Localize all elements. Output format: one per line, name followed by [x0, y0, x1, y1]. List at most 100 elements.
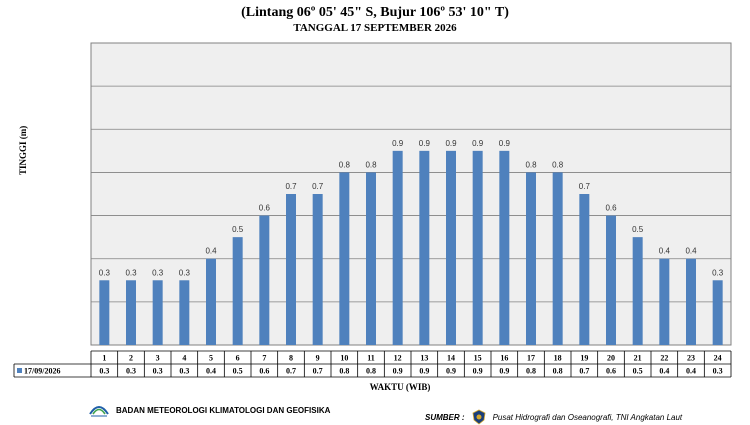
tick-label: 1	[102, 354, 106, 363]
legend-swatch	[17, 368, 22, 373]
table-value: 0.3	[153, 367, 163, 376]
bar	[392, 150, 403, 345]
data-label: 0.4	[659, 247, 671, 256]
bar	[526, 172, 536, 345]
data-label: 0.8	[552, 160, 564, 169]
chart-date: TANGGAL 17 SEPTEMBER 2026	[293, 22, 457, 34]
bar	[366, 172, 376, 345]
tick-label: 6	[236, 354, 240, 363]
y-axis-label: TINGGI (m)	[18, 125, 28, 175]
bar	[232, 237, 243, 345]
table-value: 0.6	[259, 367, 269, 376]
bar	[126, 280, 136, 345]
table-value: 0.9	[446, 367, 456, 376]
data-label: 0.5	[632, 225, 644, 234]
tick-label: 23	[687, 354, 695, 363]
table-value: 0.8	[366, 367, 376, 376]
plot-area	[90, 42, 732, 346]
tick-label: 5	[209, 354, 213, 363]
data-label: 0.4	[685, 247, 697, 256]
table-value: 0.7	[579, 367, 589, 376]
tick-label: 16	[500, 354, 508, 363]
legend-entry: 17/09/2026	[24, 367, 60, 376]
bar	[606, 215, 616, 345]
tick-label: 12	[394, 354, 402, 363]
table-value: 0.4	[659, 367, 669, 376]
bar	[472, 150, 483, 345]
table-value: 0.9	[499, 367, 509, 376]
data-label: 0.9	[472, 139, 484, 148]
chart-subtitle: (Lintang 06º 05' 45" S, Bujur 106º 53' 1…	[241, 5, 509, 20]
data-label: 0.5	[232, 225, 244, 234]
table-value: 0.3	[126, 367, 136, 376]
table-value: 0.8	[526, 367, 536, 376]
tick-label: 15	[474, 354, 482, 363]
tick-label: 9	[316, 354, 320, 363]
x-axis-label: WAKTU (WIB)	[369, 382, 431, 392]
tick-label: 4	[182, 354, 186, 363]
tick-label: 2	[129, 354, 133, 363]
data-label: 0.3	[712, 268, 724, 277]
tick-label: 3	[156, 354, 160, 363]
data-label: 0.6	[259, 204, 271, 213]
table-value: 0.8	[339, 367, 349, 376]
tick-label: 11	[367, 354, 375, 363]
table-value: 0.7	[313, 367, 323, 376]
table-value: 0.4	[206, 367, 216, 376]
data-label: 0.9	[445, 139, 457, 148]
table-value: 0.9	[419, 367, 429, 376]
data-label: 0.6	[605, 204, 617, 213]
tick-label: 7	[262, 354, 266, 363]
bar	[99, 280, 110, 345]
data-label: 0.8	[365, 160, 377, 169]
tick-label: 20	[607, 354, 615, 363]
table-value: 0.6	[606, 367, 616, 376]
tick-label: 21	[634, 354, 642, 363]
tick-label: 14	[447, 354, 455, 363]
table-value: 0.4	[686, 367, 696, 376]
data-label: 0.3	[179, 268, 191, 277]
tick-label: 13	[420, 354, 428, 363]
source-label: SUMBER :	[425, 412, 465, 422]
bar	[152, 280, 163, 345]
bar	[686, 258, 696, 345]
data-label: 0.3	[152, 268, 164, 277]
data-label: 0.8	[339, 160, 351, 169]
data-label: 0.7	[285, 182, 297, 191]
table-value: 0.7	[286, 367, 296, 376]
data-label: 0.3	[99, 268, 111, 277]
data-label: 0.8	[525, 160, 537, 169]
bar	[499, 150, 510, 345]
table-value: 0.5	[633, 367, 643, 376]
data-label: 0.4	[205, 247, 217, 256]
bar	[419, 150, 430, 345]
source-name: Pusat Hidrografi dan Oseanografi, TNI An…	[492, 412, 683, 422]
table-value: 0.9	[393, 367, 403, 376]
bar	[552, 172, 563, 345]
bmkg-logo-icon	[89, 406, 109, 417]
agency-footer: BADAN METEOROLOGI KLIMATOLOGI DAN GEOFIS…	[88, 400, 330, 420]
table-value: 0.9	[473, 367, 483, 376]
bar	[446, 150, 456, 345]
bar	[206, 258, 216, 345]
bar	[712, 280, 723, 345]
bar	[579, 194, 590, 345]
tick-label: 19	[580, 354, 588, 363]
data-label: 0.9	[499, 139, 511, 148]
table-value: 0.3	[179, 367, 189, 376]
data-label: 0.3	[125, 268, 137, 277]
tick-label: 24	[714, 354, 722, 363]
bar	[339, 172, 350, 345]
bar	[286, 194, 296, 345]
bar	[179, 280, 190, 345]
agency-name: BADAN METEOROLOGI KLIMATOLOGI DAN GEOFIS…	[116, 405, 331, 415]
table-value: 0.8	[553, 367, 563, 376]
tick-label: 22	[660, 354, 668, 363]
data-label: 0.7	[312, 182, 324, 191]
table-value: 0.5	[233, 367, 243, 376]
data-label: 0.9	[392, 139, 404, 148]
bar	[259, 215, 270, 345]
tick-label: 17	[527, 354, 535, 363]
